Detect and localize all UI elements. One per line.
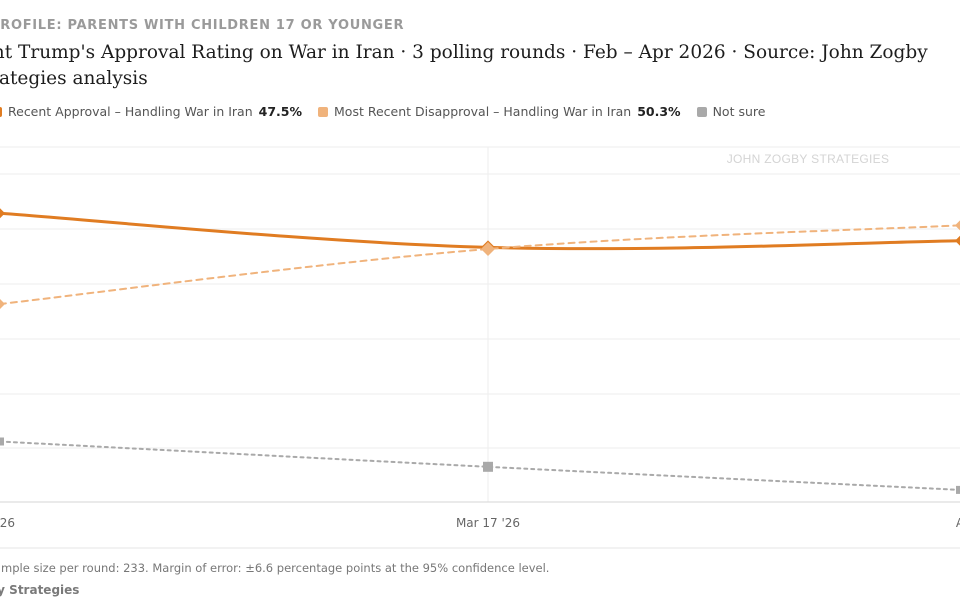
chart-eyebrow: PROFILE: PARENTS WITH CHILDREN 17 OR YOU… [0, 18, 405, 33]
series-2-point-1 [483, 461, 493, 472]
x-tick-label-1: Mar 17 '26 [456, 516, 520, 530]
legend-label-approval: Recent Approval – Handling War in Iran [8, 104, 253, 119]
legend-swatch-approval [0, 106, 2, 117]
chart-title: dent Trump's Approval Rating on War in I… [0, 42, 928, 89]
legend-item-approval[interactable]: Recent Approval – Handling War in Iran 4… [0, 104, 302, 119]
x-tick-label-2: A [956, 516, 960, 530]
series-0-point-2 [955, 235, 960, 246]
legend-item-disapproval[interactable]: Most Recent Disapproval – Handling War i… [318, 104, 681, 119]
legend-label-not-sure: Not sure [712, 104, 766, 119]
series-1-point-0 [0, 299, 5, 309]
series-0-point-0 [0, 208, 5, 219]
series-2-point-2 [956, 485, 960, 494]
x-tick-label-0: 6 '26 [0, 516, 15, 530]
watermark: JOHN ZOGBY STRATEGIES [727, 152, 890, 166]
chart-legend: Recent Approval – Handling War in Iran 4… [0, 104, 781, 119]
series-1-point-1 [481, 242, 495, 256]
series-line-2 [0, 440, 960, 491]
series-1-point-2 [955, 220, 960, 231]
legend-label-disapproval: Most Recent Disapproval – Handling War i… [334, 104, 632, 119]
source-credit: gby Strategies [0, 583, 80, 597]
legend-value-disapproval: 50.3% [637, 104, 681, 119]
methodology-note: sample size per round: 233. Margin of er… [0, 561, 550, 575]
legend-item-not-sure[interactable]: Not sure [696, 104, 766, 119]
legend-swatch-not-sure [696, 106, 707, 117]
series-line-1 [0, 224, 960, 305]
series-2-point-0 [0, 437, 4, 446]
legend-swatch-disapproval [318, 106, 329, 117]
legend-value-approval: 47.5% [258, 104, 303, 119]
